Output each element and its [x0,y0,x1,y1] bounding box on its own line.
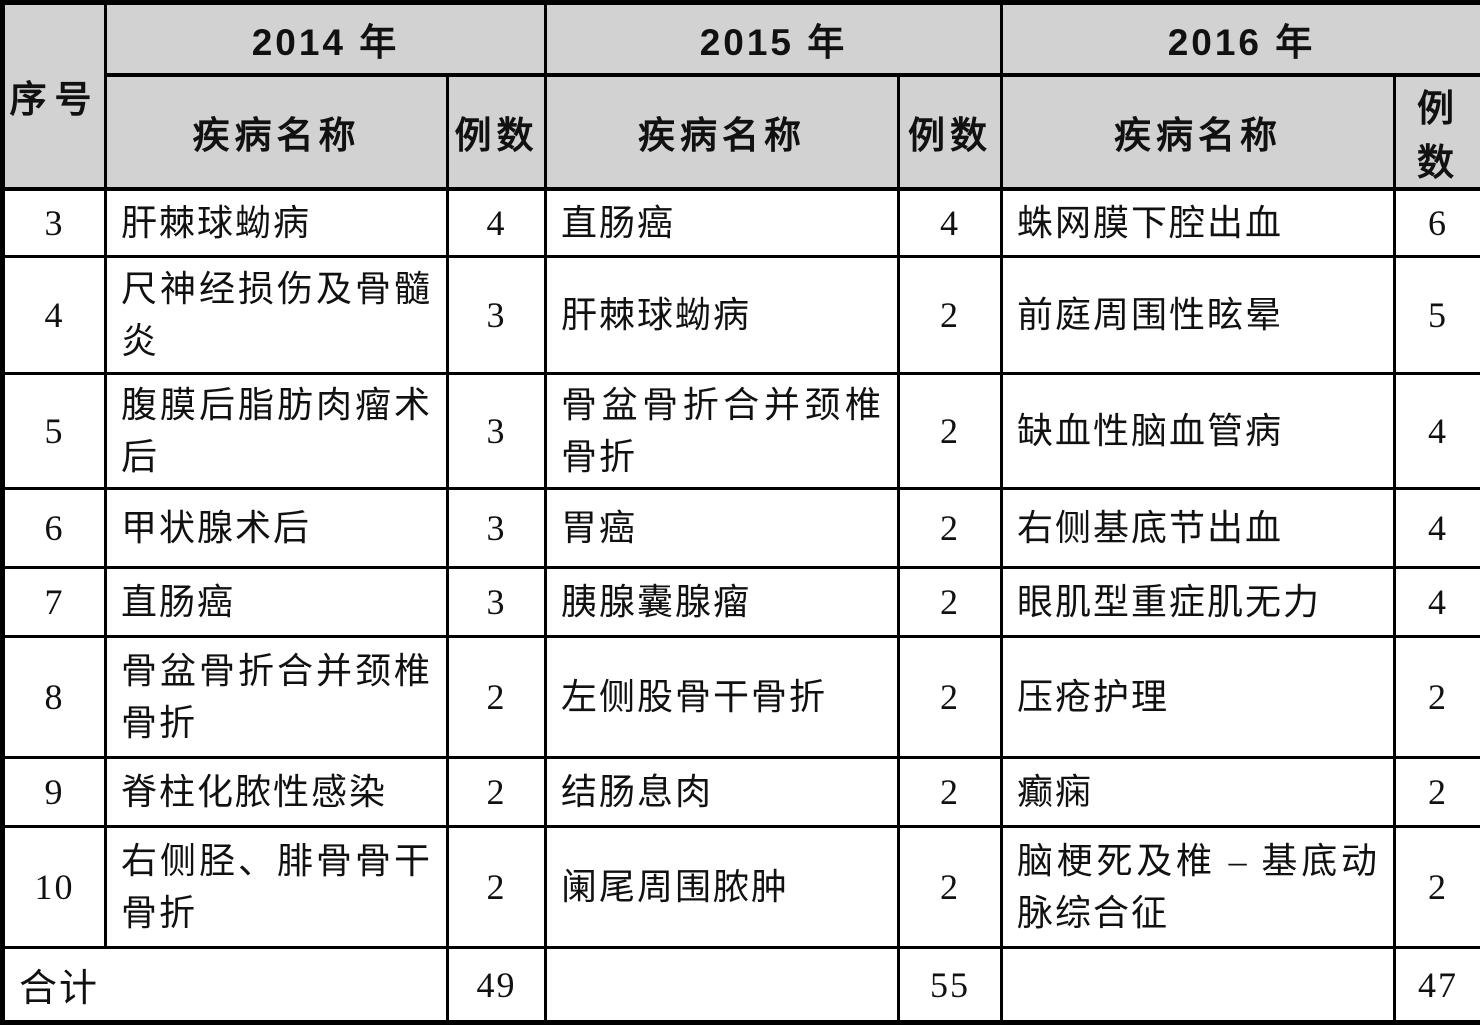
table-row: 9 脊柱化脓性感染 2 结肠息肉 2 癫痫 2 [3,758,1480,827]
count-cell-2014: 2 [448,827,546,948]
disease-name-header-2014: 疾病名称 [106,75,448,189]
count-cell-2015: 2 [899,758,1002,827]
disease-cell-2014: 右侧胫、腓骨骨干骨折 [106,827,448,948]
table-row: 10 右侧胫、腓骨骨干骨折 2 阑尾周围脓肿 2 脑梗死及椎 – 基底动脉综合征… [3,827,1480,948]
disease-cell-2015: 阑尾周围脓肿 [546,827,899,948]
year-2014-header: 2014 年 [106,3,546,75]
table-row: 6 甲状腺术后 3 胃癌 2 右侧基底节出血 4 [3,489,1480,568]
count-cell-2014: 2 [448,758,546,827]
table-row: 5 腹膜后脂肪肉瘤术后 3 骨盆骨折合并颈椎骨折 2 缺血性脑血管病 4 [3,374,1480,489]
disease-cell-2015: 直肠癌 [546,189,899,257]
year-2016-header: 2016 年 [1002,3,1480,75]
disease-cell-2016: 缺血性脑血管病 [1002,374,1395,489]
total-count-2016: 47 [1395,948,1480,1023]
sub-header-row: 疾病名称 例数 疾病名称 例数 疾病名称 例数 [3,75,1480,189]
count-cell-2015: 2 [899,489,1002,568]
count-cell-2016: 2 [1395,637,1480,758]
disease-name-header-2016: 疾病名称 [1002,75,1395,189]
disease-cell-2016: 蛛网膜下腔出血 [1002,189,1395,257]
case-count-header-2014: 例数 [448,75,546,189]
case-count-header-2015: 例数 [899,75,1002,189]
count-cell-2016: 4 [1395,489,1480,568]
count-cell-2015: 2 [899,827,1002,948]
disease-cell-2016: 右侧基底节出血 [1002,489,1395,568]
count-cell-2016: 2 [1395,827,1480,948]
total-row: 合计 49 55 47 [3,948,1480,1023]
disease-cell-2015: 肝棘球蚴病 [546,257,899,374]
serial-number-cell: 5 [3,374,106,489]
disease-cell-2016: 癫痫 [1002,758,1395,827]
disease-cell-2014: 肝棘球蚴病 [106,189,448,257]
serial-number-cell: 7 [3,568,106,637]
count-cell-2014: 4 [448,189,546,257]
total-count-2015: 55 [899,948,1002,1023]
serial-number-cell: 4 [3,257,106,374]
count-cell-2015: 2 [899,568,1002,637]
disease-cell-2015: 胰腺囊腺瘤 [546,568,899,637]
count-cell-2016: 4 [1395,568,1480,637]
count-cell-2014: 3 [448,568,546,637]
disease-cell-2014: 骨盆骨折合并颈椎骨折 [106,637,448,758]
case-count-header-2016: 例数 [1395,75,1480,189]
serial-number-cell: 3 [3,189,106,257]
disease-cell-2014: 甲状腺术后 [106,489,448,568]
disease-cell-2015: 胃癌 [546,489,899,568]
document-page: 序号 2014 年 2015 年 2016 年 疾病名称 例数 疾病名称 例数 … [0,0,1480,977]
serial-number-cell: 8 [3,637,106,758]
empty-cell [546,948,899,1023]
count-cell-2015: 4 [899,189,1002,257]
serial-number-cell: 6 [3,489,106,568]
count-cell-2014: 2 [448,637,546,758]
disease-cell-2016: 压疮护理 [1002,637,1395,758]
disease-cell-2015: 骨盆骨折合并颈椎骨折 [546,374,899,489]
count-cell-2016: 4 [1395,374,1480,489]
total-label-cell: 合计 [3,948,448,1023]
count-cell-2015: 2 [899,637,1002,758]
disease-cell-2014: 直肠癌 [106,568,448,637]
table-row: 3 肝棘球蚴病 4 直肠癌 4 蛛网膜下腔出血 6 [3,189,1480,257]
count-cell-2016: 6 [1395,189,1480,257]
serial-number-header: 序号 [3,3,106,189]
count-cell-2014: 3 [448,489,546,568]
table-row: 7 直肠癌 3 胰腺囊腺瘤 2 眼肌型重症肌无力 4 [3,568,1480,637]
count-cell-2014: 3 [448,374,546,489]
year-header-row: 序号 2014 年 2015 年 2016 年 [3,3,1480,75]
total-count-2014: 49 [448,948,546,1023]
year-2015-header: 2015 年 [546,3,1002,75]
disease-cell-2014: 尺神经损伤及骨髓炎 [106,257,448,374]
count-cell-2015: 2 [899,257,1002,374]
table-row: 8 骨盆骨折合并颈椎骨折 2 左侧股骨干骨折 2 压疮护理 2 [3,637,1480,758]
disease-cell-2016: 前庭周围性眩晕 [1002,257,1395,374]
disease-name-header-2015: 疾病名称 [546,75,899,189]
count-cell-2016: 5 [1395,257,1480,374]
table-row: 4 尺神经损伤及骨髓炎 3 肝棘球蚴病 2 前庭周围性眩晕 5 [3,257,1480,374]
disease-cell-2016: 脑梗死及椎 – 基底动脉综合征 [1002,827,1395,948]
empty-cell [1002,948,1395,1023]
serial-number-cell: 9 [3,758,106,827]
disease-cell-2015: 左侧股骨干骨折 [546,637,899,758]
serial-number-cell: 10 [3,827,106,948]
count-cell-2014: 3 [448,257,546,374]
count-cell-2015: 2 [899,374,1002,489]
disease-cell-2016: 眼肌型重症肌无力 [1002,568,1395,637]
count-cell-2016: 2 [1395,758,1480,827]
disease-cell-2014: 脊柱化脓性感染 [106,758,448,827]
disease-cell-2014: 腹膜后脂肪肉瘤术后 [106,374,448,489]
disease-cell-2015: 结肠息肉 [546,758,899,827]
